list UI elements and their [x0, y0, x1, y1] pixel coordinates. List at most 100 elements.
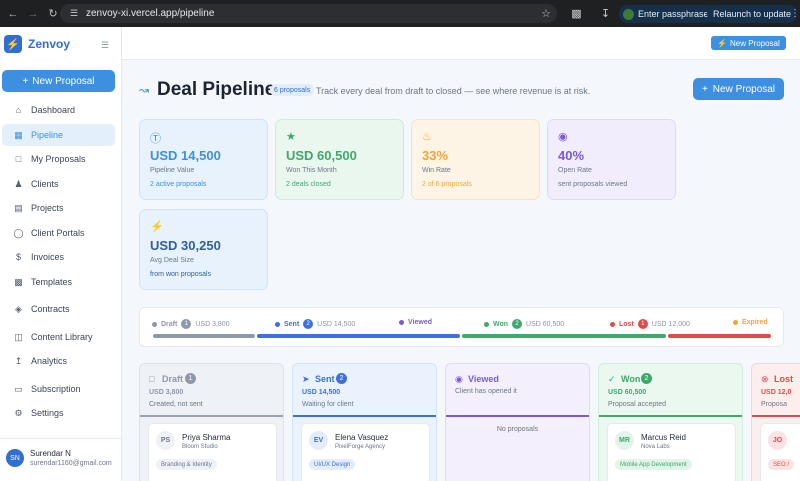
- sidebar-item-clients[interactable]: ♟ Clients: [2, 173, 115, 195]
- proposal-card[interactable]: EV Elena Vasquez PixelForge Agency UI/UX…: [301, 423, 430, 481]
- stat-value: USD 30,250: [150, 238, 221, 253]
- shield-icon: ◈: [15, 303, 22, 314]
- sidebar-new-proposal-label: New Proposal: [32, 75, 95, 87]
- sidebar-item-my-proposals[interactable]: □ My Proposals: [2, 148, 115, 170]
- collapse-sidebar-icon[interactable]: ☰: [101, 40, 110, 50]
- bookmark-star-icon[interactable]: ☆: [541, 8, 551, 20]
- project-tag: Branding & Identity: [156, 459, 217, 470]
- sidebar-item-label: Client Portals: [31, 228, 85, 238]
- stat-value: USD 60,500: [286, 148, 357, 163]
- column-header: ⊗ Lost USD 12,0 Proposa: [752, 364, 800, 417]
- stat-card-pipeline-value: Ⓣ USD 14,500 Pipeline Value 2 active pro…: [139, 119, 268, 200]
- sidebar-item-label: Analytics: [31, 356, 68, 366]
- project-tag: UI/UX Design: [309, 459, 356, 470]
- passphrase-button[interactable]: Enter passphrase: [619, 5, 717, 23]
- top-bar: ⚡ New Proposal: [122, 27, 800, 60]
- passphrase-label: Enter passphrase: [638, 9, 709, 19]
- column-count: 2: [336, 373, 347, 384]
- book-icon: ◫: [14, 331, 23, 342]
- stat-subtext: 2 deals closed: [286, 181, 331, 188]
- pipeline-summary: Draft 1 USD 3,800 Sent 2 USD 14,500 View…: [139, 307, 784, 347]
- sidebar-item-dashboard[interactable]: ⌂ Dashboard: [2, 99, 115, 121]
- sidebar-item-label: Templates: [31, 277, 73, 287]
- sidebar-item-pipeline[interactable]: ▦ Pipeline: [2, 124, 115, 146]
- pipeline-segment-lost: [668, 334, 771, 338]
- dollar-icon: $: [15, 252, 21, 262]
- sidebar-item-analytics[interactable]: ↥ Analytics: [2, 350, 115, 372]
- column-draft: □ Draft 1 USD 3,800 Created, not sent PS…: [139, 363, 284, 481]
- project-tag: Mobile App Development: [615, 459, 692, 470]
- sidebar-item-projects[interactable]: ▤ Projects: [2, 197, 115, 219]
- address-bar[interactable]: ☰ zenvoy-xi.vercel.app/pipeline ☆: [60, 4, 557, 23]
- new-proposal-button[interactable]: + New Proposal: [693, 78, 784, 100]
- sidebar-item-label: Subscription: [31, 384, 81, 394]
- pipeline-stage-viewed[interactable]: Viewed: [399, 319, 432, 326]
- column-amount: USD 14,500: [302, 389, 341, 396]
- stage-count: 2: [303, 319, 314, 329]
- sidebar-item-content-library[interactable]: ◫ Content Library: [2, 326, 115, 348]
- back-icon[interactable]: ←: [7, 7, 19, 20]
- pipeline-stage-won[interactable]: Won 2 USD 60,500: [484, 319, 564, 329]
- pipeline-stage-lost[interactable]: Lost 1 USD 12,000: [610, 319, 690, 329]
- avatar: PS: [156, 431, 175, 450]
- document-icon: □: [15, 154, 22, 164]
- topbar-new-proposal-button[interactable]: ⚡ New Proposal: [711, 36, 786, 50]
- stage-name: Sent: [284, 320, 300, 328]
- brand[interactable]: ⚡ Zenvoy: [4, 35, 70, 53]
- column-amount: USD 12,0: [761, 389, 792, 396]
- extensions-icon[interactable]: ▩: [571, 8, 582, 20]
- status-dot: [733, 320, 738, 325]
- gear-icon: ⚙: [14, 407, 23, 418]
- sidebar-item-label: My Proposals: [31, 154, 86, 164]
- proposal-count-badge: 6 proposals: [270, 84, 315, 96]
- stat-label: Won This Month: [286, 167, 337, 174]
- logo-icon: ⚡: [4, 35, 22, 53]
- eye-icon: ◉: [455, 374, 463, 384]
- pipeline-stage-sent[interactable]: Sent 2 USD 14,500: [275, 319, 355, 329]
- avatar: MR: [615, 431, 634, 450]
- sidebar-item-subscription[interactable]: ▭ Subscription: [2, 378, 115, 400]
- stage-amount: USD 14,500: [317, 320, 356, 328]
- sidebar-item-contracts[interactable]: ◈ Contracts: [2, 298, 115, 320]
- users-icon: ♟: [14, 178, 23, 189]
- relaunch-label: Relaunch to update: [713, 9, 792, 19]
- column-header: ◉ Viewed Client has opened it: [446, 364, 589, 417]
- page-subtitle: Track every deal from draft to closed — …: [316, 86, 591, 96]
- stat-label: Pipeline Value: [150, 167, 195, 174]
- forward-icon[interactable]: →: [27, 7, 39, 20]
- sidebar-item-label: Dashboard: [31, 105, 76, 115]
- company-name: Bloom Studio: [182, 444, 218, 450]
- column-header: ➤ Sent 2 USD 14,500 Waiting for client: [293, 364, 436, 417]
- sidebar-item-client-portals[interactable]: ◯ Client Portals: [2, 222, 115, 244]
- stat-value: 40%: [558, 148, 585, 163]
- browser-menu-icon[interactable]: ⋮: [790, 8, 800, 19]
- proposal-card[interactable]: MR Marcus Reid Nova Labs Mobile App Deve…: [607, 423, 736, 481]
- dollar-icon: Ⓣ: [150, 133, 161, 145]
- pipeline-stage-draft[interactable]: Draft 1 USD 3,800: [152, 319, 230, 329]
- page-title: Deal Pipeline: [157, 79, 276, 100]
- stage-name: Expired: [742, 319, 768, 326]
- proposal-card[interactable]: PS Priya Sharma Bloom Studio Branding & …: [148, 423, 277, 481]
- site-settings-icon[interactable]: ☰: [69, 8, 79, 18]
- stage-name: Draft: [161, 320, 178, 328]
- empty-state: No proposals: [496, 426, 539, 433]
- column-count: 1: [185, 373, 196, 384]
- sidebar-new-proposal-button[interactable]: + New Proposal: [2, 70, 115, 92]
- sidebar-item-settings[interactable]: ⚙ Settings: [2, 402, 115, 424]
- stat-subtext: from won proposals: [150, 271, 212, 278]
- pipeline-stage-expired[interactable]: Expired: [733, 319, 768, 326]
- column-amount: USD 60,500: [608, 389, 647, 396]
- sidebar-item-label: Content Library: [31, 332, 93, 342]
- relaunch-button[interactable]: Relaunch to update: [707, 5, 798, 23]
- sidebar-item-templates[interactable]: ▩ Templates: [2, 271, 115, 293]
- proposal-card[interactable]: JO SEO /: [760, 423, 800, 481]
- stage-amount: USD 12,000: [651, 320, 690, 328]
- download-icon[interactable]: ↧: [600, 8, 611, 20]
- sidebar-item-invoices[interactable]: $ Invoices: [2, 246, 115, 268]
- client-name: Marcus Reid: [641, 433, 686, 442]
- user-profile[interactable]: SN Surendar N surendar1160@gmail.com: [6, 449, 112, 467]
- pipeline-segment-won: [462, 334, 666, 338]
- send-icon: ➤: [302, 374, 310, 384]
- reload-icon[interactable]: ↻: [48, 8, 58, 20]
- stage-amount: USD 60,500: [526, 320, 565, 328]
